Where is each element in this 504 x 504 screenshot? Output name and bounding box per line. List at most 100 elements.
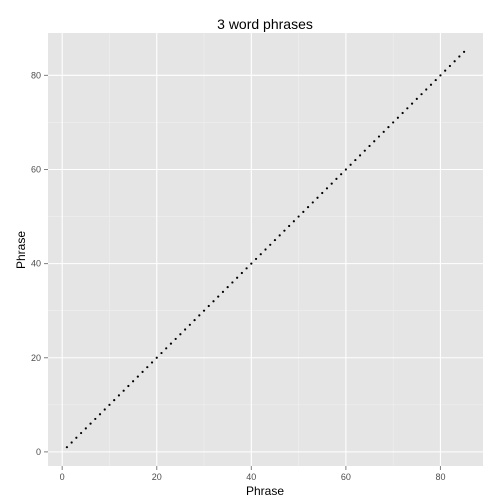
data-point [288, 224, 291, 228]
data-point [415, 97, 418, 100]
x-tick-label: 40 [246, 472, 256, 482]
data-point [174, 337, 177, 341]
data-point [254, 257, 258, 261]
data-point [429, 83, 433, 86]
data-point [382, 130, 385, 133]
data-point [240, 271, 243, 275]
data-point [321, 191, 324, 195]
data-point [358, 154, 362, 157]
x-tick-label: 60 [341, 472, 351, 482]
data-point [340, 173, 343, 176]
grid-lines [48, 33, 483, 466]
y-tick-label: 20 [31, 353, 41, 363]
data-point [264, 248, 267, 251]
data-point [165, 347, 168, 350]
data-point [396, 116, 399, 119]
data-point [335, 177, 338, 181]
data-point [236, 276, 239, 279]
data-point [434, 78, 437, 82]
data-point [325, 187, 329, 190]
data-point [420, 93, 423, 96]
data-point [273, 238, 277, 242]
data-point [141, 370, 144, 373]
data-point [193, 318, 196, 322]
x-tick-label: 0 [60, 472, 65, 482]
data-point [212, 300, 215, 303]
data-point [311, 201, 314, 204]
data-points [65, 50, 466, 449]
data-point [94, 417, 97, 421]
data-point [259, 253, 262, 256]
data-point [155, 356, 158, 359]
data-point [330, 182, 333, 185]
data-point [65, 446, 69, 449]
data-point [444, 69, 447, 72]
y-tick-label: 60 [31, 164, 41, 174]
data-point [146, 366, 149, 369]
data-point [98, 413, 102, 416]
data-point [458, 55, 461, 58]
data-point [316, 196, 319, 199]
x-axis-label: Phrase [246, 484, 284, 498]
y-axis-ticks: 0 20 40 60 80 [31, 70, 48, 457]
data-point [179, 333, 182, 336]
data-point [425, 88, 428, 91]
data-point [207, 304, 210, 308]
data-point [113, 399, 116, 402]
data-point [169, 342, 173, 345]
data-point [84, 427, 87, 430]
x-tick-label: 80 [435, 472, 445, 482]
data-point [292, 220, 295, 223]
data-point [122, 389, 125, 392]
data-point [217, 295, 220, 298]
data-point [401, 111, 404, 115]
data-point [108, 403, 111, 406]
data-point [136, 375, 139, 378]
data-point [202, 309, 206, 312]
data-point [377, 135, 381, 138]
data-point [250, 262, 253, 265]
data-point [344, 168, 347, 171]
data-point [221, 290, 225, 293]
data-point [79, 431, 83, 435]
data-point [439, 74, 442, 77]
data-point [160, 351, 163, 355]
data-point [278, 234, 281, 237]
data-point [462, 50, 466, 53]
x-tick-label: 20 [152, 472, 162, 482]
data-point [231, 281, 234, 284]
data-point [103, 408, 106, 411]
chart-title: 3 word phrases [217, 16, 313, 32]
data-point [349, 163, 352, 166]
data-point [117, 394, 121, 397]
data-point [269, 243, 272, 246]
data-point [387, 126, 390, 129]
data-point [297, 215, 300, 218]
y-axis-label: Phrase [14, 231, 28, 269]
data-point [283, 229, 286, 232]
y-tick-label: 0 [36, 447, 41, 457]
y-tick-label: 40 [31, 259, 41, 269]
data-point [373, 140, 376, 143]
data-point [226, 286, 229, 289]
x-axis-ticks: 0 20 40 60 80 [60, 466, 445, 482]
data-point [184, 328, 187, 331]
data-point [392, 121, 395, 124]
data-point [448, 64, 452, 68]
data-point [406, 107, 409, 110]
y-tick-label: 80 [31, 70, 41, 80]
data-point [198, 314, 201, 317]
data-point [127, 384, 130, 388]
data-point [89, 422, 92, 425]
data-point [188, 323, 191, 326]
data-point [302, 210, 305, 213]
data-point [245, 267, 248, 270]
data-point [368, 144, 371, 148]
data-point [75, 436, 78, 439]
data-point [150, 361, 154, 364]
data-point [363, 149, 366, 152]
data-point [354, 158, 357, 162]
data-point [453, 60, 456, 63]
data-point [132, 380, 135, 383]
data-point [306, 206, 310, 209]
